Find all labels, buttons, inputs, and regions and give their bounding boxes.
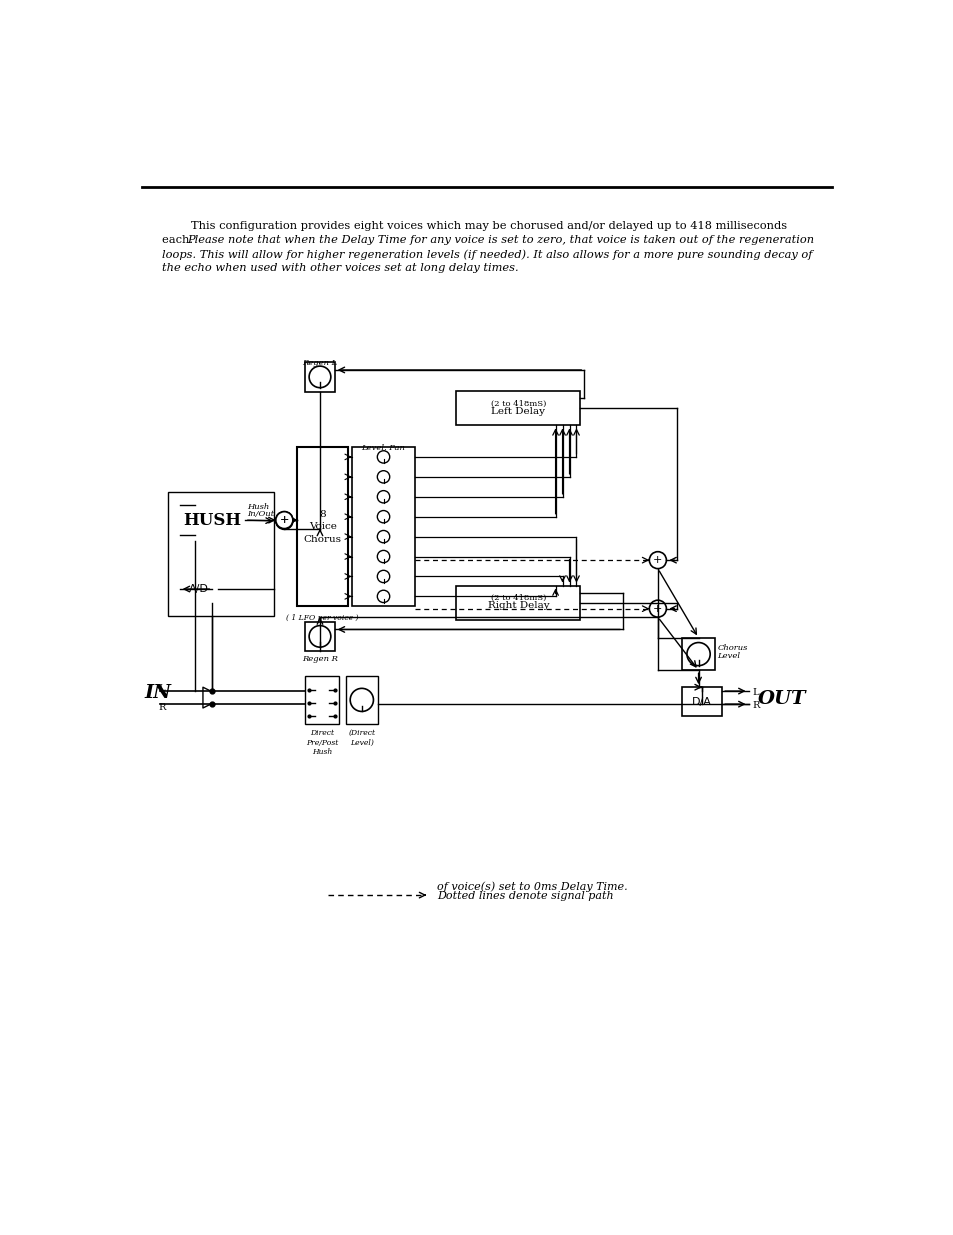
Text: D/A: D/A [691,697,711,706]
Circle shape [275,511,293,529]
Text: Level: Level [717,652,740,659]
Text: each.: each. [162,235,196,246]
Text: Please note that when the Delay Time for any voice is set to zero, that voice is: Please note that when the Delay Time for… [187,235,813,246]
Text: ( 1 LFO per voice ): ( 1 LFO per voice ) [286,614,358,622]
Text: R: R [158,703,166,711]
Text: Chorus: Chorus [717,645,747,652]
Text: Right Delay: Right Delay [487,601,549,610]
Bar [305,621,335,651]
Text: (2 to 418mS): (2 to 418mS) [490,399,545,408]
Bar [681,638,715,671]
Text: OUT: OUT [757,690,805,708]
Text: Dotted lines denote signal path: Dotted lines denote signal path [436,892,613,902]
Text: In/Out: In/Out [247,510,274,519]
Bar [179,576,218,603]
Text: loops. This will allow for higher regeneration levels (if needed). It also allow: loops. This will allow for higher regene… [162,249,812,259]
Bar [305,676,338,724]
Bar [352,447,415,606]
Text: L: L [752,688,759,697]
Bar [456,390,579,425]
Text: L: L [158,684,165,693]
Text: A/D: A/D [189,584,209,594]
Text: Level, Pan: Level, Pan [361,443,405,451]
Bar [179,499,245,541]
Text: R: R [752,701,759,710]
Text: the echo when used with other voices set at long delay times.: the echo when used with other voices set… [162,263,518,273]
Text: Direct
Pre/Post
Hush: Direct Pre/Post Hush [305,729,337,756]
Bar [305,362,335,391]
Text: +: + [653,604,662,614]
Text: (Direct
Level): (Direct Level) [348,729,375,747]
Text: Regen R: Regen R [302,655,337,663]
Bar [456,585,579,620]
Text: Hush: Hush [247,503,269,511]
Text: (2 to 418mS): (2 to 418mS) [490,594,545,603]
Text: Left Delay: Left Delay [491,406,545,416]
Text: +: + [653,556,662,566]
Text: This configuration provides eight voices which may be chorused and/or delayed up: This configuration provides eight voices… [162,221,786,231]
Bar [681,687,721,716]
Text: Regen L: Regen L [302,359,337,367]
Text: 8
Voice
Chorus: 8 Voice Chorus [303,510,341,543]
Text: of voice(s) set to 0ms Delay Time.: of voice(s) set to 0ms Delay Time. [436,882,627,892]
Text: +: + [279,515,289,525]
Text: HUSH: HUSH [183,511,241,529]
Bar [297,447,348,606]
Text: IN: IN [145,684,172,701]
Bar [168,493,274,616]
Bar [345,676,377,724]
Text: +: + [279,515,289,525]
Text: +: + [279,516,289,526]
